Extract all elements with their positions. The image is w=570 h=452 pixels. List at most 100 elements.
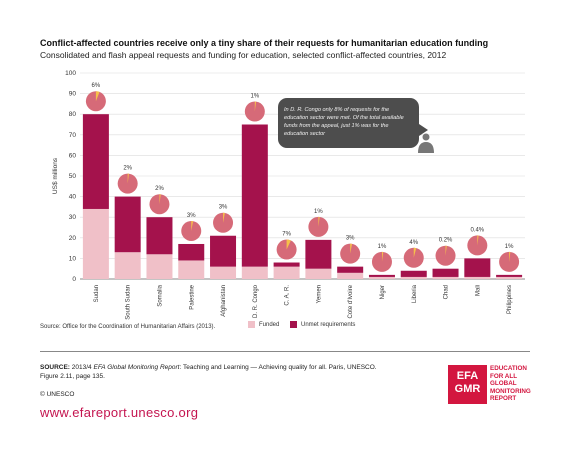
bar-unmet bbox=[305, 239, 332, 269]
share-label: 4% bbox=[409, 240, 418, 246]
share-wedge bbox=[381, 251, 384, 262]
bar-unmet bbox=[210, 235, 237, 267]
bar-unmet bbox=[178, 243, 205, 261]
bar-unmet bbox=[400, 270, 427, 277]
bar-funded bbox=[241, 266, 268, 279]
chart-title: Conflict-affected countries receive only… bbox=[40, 38, 489, 48]
category-label: Yemen bbox=[316, 285, 322, 303]
share-label: 1% bbox=[250, 94, 259, 100]
share-wedge bbox=[127, 173, 129, 184]
bar-unmet bbox=[432, 268, 459, 277]
category-label: South Sudan bbox=[126, 285, 132, 320]
share-wedge bbox=[318, 216, 320, 227]
category-label: Sudan bbox=[94, 285, 100, 302]
y-tick-label: 20 bbox=[69, 235, 77, 242]
logo-text: EDUCATION FOR ALL GLOBAL MONITORING REPO… bbox=[490, 365, 531, 403]
share-label: 1% bbox=[505, 244, 514, 250]
share-wedge bbox=[286, 239, 291, 250]
bar-unmet bbox=[368, 274, 395, 277]
share-wedge bbox=[445, 245, 447, 256]
chart-subtitle: Consolidated and flash appeal requests a… bbox=[40, 50, 447, 60]
bar-funded bbox=[432, 276, 459, 279]
share-label: 0.2% bbox=[439, 238, 453, 244]
bar-unmet bbox=[464, 258, 491, 277]
category-label: Niger bbox=[380, 285, 386, 299]
share-wedge bbox=[223, 212, 225, 223]
share-wedge bbox=[159, 194, 161, 205]
bar-unmet bbox=[82, 114, 109, 209]
category-label: Liberia bbox=[412, 284, 418, 303]
category-label: Afghanistan bbox=[221, 285, 227, 317]
share-wedge bbox=[509, 251, 511, 262]
legend-label-unmet: Unmet requirements bbox=[301, 321, 356, 328]
share-bubble bbox=[340, 243, 361, 264]
bar-funded bbox=[337, 272, 364, 279]
y-tick-label: 100 bbox=[65, 70, 76, 77]
y-tick-label: 70 bbox=[69, 132, 77, 139]
efa-gmr-logo: EFA GMR EDUCATION FOR ALL GLOBAL MONITORI… bbox=[448, 365, 536, 409]
y-tick-label: 90 bbox=[69, 91, 77, 98]
category-label: Chad bbox=[444, 285, 450, 299]
copyright: © UNESCO bbox=[40, 391, 75, 398]
share-wedge bbox=[254, 101, 257, 112]
divider bbox=[40, 351, 530, 352]
bar-unmet bbox=[146, 217, 173, 255]
share-label: 0.4% bbox=[470, 227, 484, 233]
share-label: 3% bbox=[187, 213, 196, 219]
bar-funded bbox=[464, 276, 491, 279]
y-tick-label: 0 bbox=[72, 276, 76, 283]
bar-funded bbox=[114, 252, 141, 279]
bar-funded bbox=[146, 254, 173, 279]
bar-funded bbox=[210, 266, 237, 279]
share-label: 2% bbox=[123, 166, 132, 172]
report-source: SOURCE: 2013/4 EFA Global Monitoring Rep… bbox=[40, 364, 377, 380]
website-link[interactable]: www.efareport.unesco.org bbox=[40, 405, 199, 420]
share-bubble bbox=[276, 239, 297, 260]
legend-funded: Funded bbox=[248, 321, 279, 328]
share-bubble bbox=[499, 251, 520, 272]
share-wedge bbox=[477, 235, 479, 246]
share-wedge bbox=[413, 247, 417, 258]
share-wedge bbox=[95, 91, 100, 102]
category-label: Palestine bbox=[189, 284, 195, 309]
legend-label-funded: Funded bbox=[259, 321, 280, 328]
y-tick-label: 60 bbox=[69, 152, 77, 159]
bar-funded bbox=[273, 266, 300, 279]
y-tick-label: 10 bbox=[69, 255, 77, 262]
category-label: Somalia bbox=[157, 284, 163, 306]
callout-bubble bbox=[278, 98, 419, 148]
bar-unmet bbox=[496, 274, 523, 277]
share-wedge bbox=[350, 243, 353, 254]
share-bubble bbox=[244, 101, 265, 122]
bar-unmet bbox=[337, 266, 364, 273]
legend-swatch-funded bbox=[248, 321, 255, 328]
y-tick-label: 50 bbox=[69, 173, 77, 180]
person-icon-head bbox=[422, 133, 430, 141]
callout-text: In D. R. Congo only 8% of requests for t… bbox=[284, 107, 404, 137]
bar-funded bbox=[305, 268, 332, 279]
share-label: 3% bbox=[219, 205, 228, 211]
share-label: 1% bbox=[378, 244, 387, 250]
category-label: D. R. Congo bbox=[253, 284, 259, 318]
category-label: Mali bbox=[475, 285, 481, 296]
logo-mark: EFA GMR bbox=[448, 365, 487, 404]
chart-source: Source: Office for the Coordination of H… bbox=[40, 324, 216, 330]
y-tick-label: 40 bbox=[69, 194, 77, 201]
share-wedge bbox=[191, 220, 194, 231]
bar-funded bbox=[400, 276, 427, 279]
legend-unmet: Unmet requirements bbox=[290, 321, 355, 328]
stacked-bar-chart: 0 10 20 30 40 50 60 70 80 90 100 US$ millions 6% Suda… bbox=[52, 70, 525, 320]
y-tick-label: 30 bbox=[69, 214, 77, 221]
y-axis-label: US$ millions bbox=[52, 157, 59, 194]
callout-pointer bbox=[419, 124, 428, 136]
share-label: 7% bbox=[282, 232, 291, 238]
share-label: 3% bbox=[346, 236, 355, 242]
bar-funded bbox=[368, 276, 395, 279]
category-label: C. A. R. bbox=[285, 285, 291, 306]
bar-funded bbox=[496, 276, 523, 279]
category-label: Philippines bbox=[507, 285, 513, 314]
bar-funded bbox=[178, 260, 205, 279]
person-icon-body bbox=[418, 142, 434, 153]
bar-unmet bbox=[241, 124, 268, 267]
share-label: 2% bbox=[155, 186, 164, 192]
